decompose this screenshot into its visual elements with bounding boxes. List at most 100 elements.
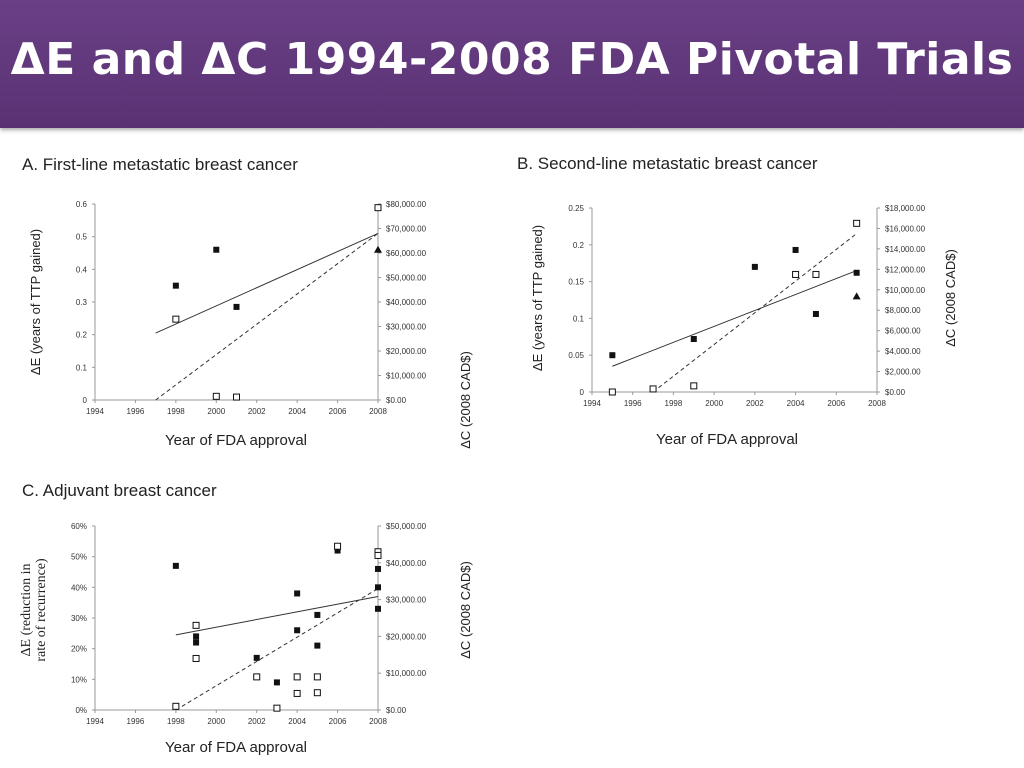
chart-2-y-left-tick-label: 10% (71, 675, 87, 684)
chart-1-x-tick-label: 2000 (705, 399, 723, 408)
chart-0-point-filled-square (233, 303, 240, 310)
chart-0-y-left-tick-label: 0.3 (76, 298, 88, 307)
chart-0-y-left-tick-label: 0.1 (76, 363, 88, 372)
chart-1-point-filled-square (792, 246, 799, 253)
chart-1-x-label: Year of FDA approval (656, 431, 798, 448)
chart-1-y-right-tick-label: $2,000.00 (885, 368, 921, 377)
chart-1-point-open-square (792, 270, 800, 278)
chart-0-y-left-tick-label: 0.2 (76, 331, 88, 340)
chart-1-point-open-square (812, 270, 820, 278)
chart-2-y-right-tick-label: $30,000.00 (386, 596, 427, 605)
chart-1-trendline-solid (612, 270, 857, 367)
chart-2-x-tick-label: 2002 (248, 717, 266, 726)
chart-0-x-tick-label: 1996 (127, 407, 145, 416)
chart-2-x-tick-label: 2006 (329, 717, 347, 726)
chart-2-y-right-tick-label: $20,000.00 (386, 632, 427, 641)
chart-2-y-left-label: rate of recurrence) (34, 558, 49, 662)
chart-1-x-tick-label: 1998 (665, 399, 683, 408)
chart-0-y-right-tick-label: $30,000.00 (386, 323, 427, 332)
chart-2-x-tick-label: 2004 (288, 717, 306, 726)
chart-1-y-left-tick-label: 0.15 (568, 278, 584, 287)
chart-0-y-right-tick-label: $10,000.00 (386, 372, 427, 381)
chart-0-y-right-tick-label: $40,000.00 (386, 298, 427, 307)
chart-2-point-filled-square (294, 627, 301, 634)
chart-2-y-right-tick-label: $0.00 (386, 706, 407, 715)
chart-2-y-right-tick-label: $10,000.00 (386, 669, 427, 678)
chart-1-point-filled-square (609, 352, 616, 359)
chart-1-y-right-tick-label: $12,000.00 (885, 265, 926, 274)
chart-2-point-filled-square (334, 547, 341, 554)
chart-0-point-open-square (374, 204, 382, 212)
charts-canvas: A. First-line metastatic breast cancer 19… (19, 154, 958, 756)
chart-1-point-filled-square (853, 269, 860, 276)
chart-1-point-filled-square (812, 310, 819, 317)
chart-0-y-left-label: ΔE (years of TTP gained) (28, 229, 43, 375)
chart-2-point-filled-square (294, 590, 301, 597)
chart-0-point-open-square (233, 393, 240, 401)
chart-0-point-filled-triangle (374, 245, 382, 253)
chart-0-point-filled-square (213, 246, 220, 253)
chart-2-point-open-square (253, 673, 261, 681)
chart-1-point-open-square (608, 388, 616, 396)
chart-2-point-open-square (313, 689, 321, 697)
chart-1-point-open-square (649, 385, 657, 393)
chart-1-x-tick-label: 1996 (624, 399, 642, 408)
chart-2-y-left-tick-label: 0% (75, 706, 87, 715)
chart-2-point-open-square (273, 704, 281, 712)
chart-2-point-open-square (334, 542, 342, 550)
chart-2-point-open-square (293, 673, 301, 681)
chart-1-title: B. Second-line metastatic breast cancer (517, 154, 818, 173)
chart-2-title: C. Adjuvant breast cancer (22, 481, 217, 500)
chart-1-y-left-tick-label: 0.2 (573, 241, 585, 250)
chart-0-x-tick-label: 1994 (86, 407, 104, 416)
chart-2-x-tick-label: 1994 (86, 717, 104, 726)
chart-2-y-left-tick-label: 50% (71, 553, 87, 562)
chart-0-x-tick-label: 2002 (248, 407, 266, 416)
chart-2-y-right-tick-label: $40,000.00 (386, 559, 427, 568)
chart-2-point-open-square (293, 689, 301, 697)
chart-2-point-open-square (192, 621, 200, 629)
chart-1-y-right-tick-label: $10,000.00 (885, 286, 926, 295)
chart-1-y-right-tick-label: $16,000.00 (885, 224, 926, 233)
chart-0-x-tick-label: 1998 (167, 407, 185, 416)
chart-1-y-left-label: ΔE (years of TTP gained) (530, 225, 545, 371)
chart-2-y-left-tick-label: 40% (71, 583, 87, 592)
chart-1-y-right-tick-label: $14,000.00 (885, 245, 926, 254)
chart-1-point-open-square (690, 382, 698, 390)
chart-0-trendline-solid (155, 232, 379, 334)
chart-0-y-right-tick-label: $70,000.00 (386, 225, 427, 234)
chart-0-y-right-tick-label: $60,000.00 (386, 249, 427, 258)
chart-2-point-filled-square (375, 584, 381, 591)
chart-1-y-right-label: ΔC (2008 CAD$) (943, 249, 958, 347)
chart-2-point-filled-square (172, 562, 179, 569)
chart-1-x-tick-label: 1994 (583, 399, 601, 408)
chart-2-point-filled-square (375, 565, 381, 572)
chart-1-point-open-square (853, 219, 861, 227)
page-title: ΔE and ΔC 1994-2008 FDA Pivotal Trials (10, 34, 1014, 85)
chart-2-x-label: Year of FDA approval (165, 739, 307, 756)
chart-0-y-left-tick-label: 0.6 (76, 200, 88, 209)
chart-0-x-label: Year of FDA approval (165, 432, 307, 449)
chart-1-y-left-tick-label: 0.05 (568, 351, 584, 360)
chart-2-y-right-label: ΔC (2008 CAD$) (458, 561, 473, 659)
title-banner: ΔE and ΔC 1994-2008 FDA Pivotal Trials (0, 0, 1024, 128)
chart-2-y-left-tick-label: 60% (71, 522, 87, 531)
chart-2-point-open-square (374, 551, 382, 559)
chart-1-point-filled-triangle (852, 292, 861, 300)
chart-0-y-left-tick-label: 0.4 (76, 265, 88, 274)
chart-1-x-tick-label: 2006 (827, 399, 845, 408)
chart-0-point-open-square (172, 315, 180, 323)
chart-2-y-right-tick-label: $50,000.00 (386, 522, 427, 531)
chart-2-trendline-solid (175, 596, 379, 636)
chart-1-y-left-tick-label: 0 (580, 388, 585, 397)
chart-0-y-right-tick-label: $80,000.00 (386, 200, 427, 209)
chart-2-x-tick-label: 1998 (167, 717, 185, 726)
chart-1-y-left-tick-label: 0.1 (573, 314, 585, 323)
chart-1-y-right-tick-label: $0.00 (885, 388, 906, 397)
chart-0-point-open-square (212, 392, 220, 400)
chart-1-y-right-tick-label: $4,000.00 (885, 347, 921, 356)
chart-2-point-filled-square (193, 639, 200, 646)
chart-2-point-filled-square (273, 679, 280, 686)
chart-0-y-left-tick-label: 0 (83, 396, 88, 405)
chart-1-point-filled-square (751, 263, 758, 270)
